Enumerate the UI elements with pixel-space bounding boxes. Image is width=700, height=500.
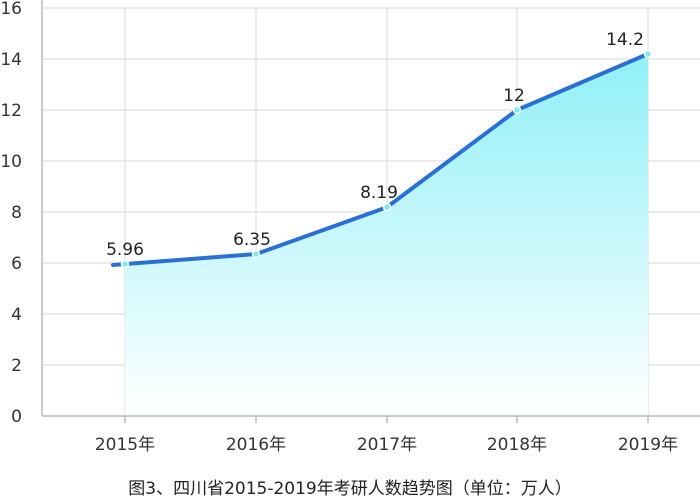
x-tick-label: 2015年 (95, 435, 155, 455)
area-layer (125, 53, 648, 417)
x-tick-label: 2019年 (618, 435, 678, 455)
y-tick-label: 0 (11, 407, 22, 427)
data-point (643, 49, 653, 59)
x-tick-label: 2017年 (357, 435, 417, 455)
y-tick-label: 6 (11, 254, 22, 274)
y-tick-label: 2 (11, 356, 22, 376)
axis-layer: 0 2 4 6 8 10 12 14 16 2015年 2016年 2017年 2018年 2019年 (0, 0, 700, 455)
x-tick-label: 2018年 (487, 435, 547, 455)
data-point (512, 105, 522, 115)
y-tick-label: 16 (0, 0, 22, 19)
data-point (251, 249, 261, 259)
y-tick-label: 14 (0, 50, 22, 70)
y-tick-label: 10 (0, 152, 22, 172)
y-tick-label: 12 (0, 101, 22, 121)
data-label: 14.2 (606, 30, 644, 50)
x-tick-label: 2016年 (226, 435, 286, 455)
label-layer: 5.96 6.35 8.19 12 14.2 (106, 30, 644, 260)
area-chart: 5.96 6.35 8.19 12 14.2 0 2 4 6 8 10 12 14 16 2015年 201… (0, 0, 700, 455)
point-layer (120, 49, 653, 269)
data-point (382, 202, 392, 212)
data-label: 5.96 (106, 240, 144, 260)
data-point (120, 259, 130, 269)
data-label: 6.35 (233, 230, 271, 250)
chart-caption: 图3、四川省2015-2019年考研人数趋势图（单位：万人） (128, 479, 572, 499)
area-fill (125, 53, 648, 417)
data-label: 8.19 (360, 183, 398, 203)
y-tick-label: 4 (11, 305, 22, 325)
y-tick-label: 8 (11, 203, 22, 223)
data-label: 12 (503, 86, 525, 106)
